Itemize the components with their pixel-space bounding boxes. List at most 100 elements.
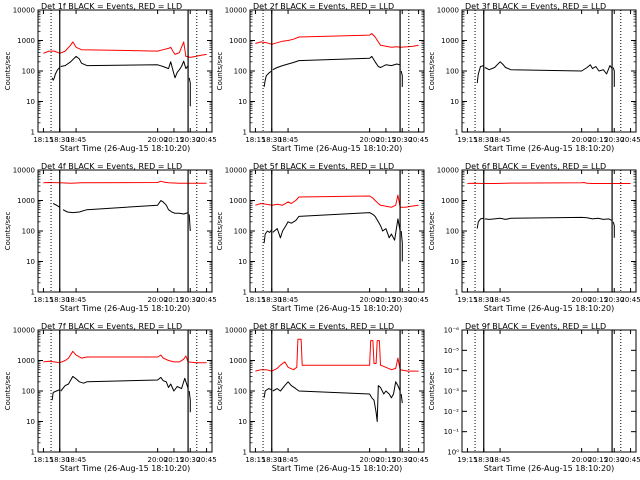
- x-tick-label: 18:45: [490, 456, 510, 464]
- series-lld-line: [43, 180, 207, 184]
- y-tick-label: 10000: [437, 7, 459, 15]
- x-tick-label: 18:30: [474, 136, 494, 144]
- chart-title: Det 1f BLACK = Events, RED = LLD: [41, 2, 182, 11]
- chart-title: Det 5f BLACK = Events, RED = LLD: [253, 162, 394, 171]
- x-tick-label: 20:00: [572, 296, 592, 304]
- y-tick-label: 100: [446, 228, 459, 236]
- x-tick-label: 20:00: [148, 296, 168, 304]
- x-tick-label: 20:45: [196, 136, 216, 144]
- plot-frame: [37, 329, 213, 453]
- y-tick-label: 100: [446, 68, 459, 76]
- x-axis-label: Start Time (26-Aug-15 18:10:20): [484, 304, 615, 313]
- series-events-line: [272, 381, 401, 422]
- chart-title: Det 8f BLACK = Events, RED = LLD: [253, 322, 394, 331]
- series-events-line: [476, 65, 484, 84]
- series-events-line: [476, 217, 484, 229]
- series-events-line: [484, 216, 613, 222]
- y-tick-label: 1000: [229, 357, 247, 365]
- y-axis-label: Counts/sec: [216, 212, 224, 251]
- x-tick-label: 18:30: [50, 296, 70, 304]
- y-tick-label: 10⁰: [447, 449, 459, 457]
- series-events-line: [272, 212, 401, 241]
- x-tick-label: 20:30: [180, 296, 200, 304]
- plot-frame: [37, 169, 213, 293]
- y-tick-label: 10: [26, 98, 35, 106]
- series-events-line: [400, 393, 403, 404]
- x-tick-label: 20:30: [604, 456, 624, 464]
- y-tick-label: 10⁻⁴: [444, 367, 460, 375]
- y-tick-label: 10000: [437, 167, 459, 175]
- x-axis-label: Start Time (26-Aug-15 18:10:20): [272, 304, 403, 313]
- chart-panel-8: Det 8f BLACK = Events, RED = LLD18:1518:…: [216, 322, 429, 473]
- x-tick-label: 20:30: [604, 296, 624, 304]
- x-tick-label: 20:45: [620, 136, 640, 144]
- chart-title: Det 3f BLACK = Events, RED = LLD: [465, 2, 606, 11]
- x-tick-label: 20:15: [164, 136, 184, 144]
- x-tick-label: 20:30: [392, 136, 412, 144]
- y-tick-label: 1000: [17, 197, 35, 205]
- x-tick-label: 18:15: [33, 296, 53, 304]
- x-tick-label: 18:30: [474, 456, 494, 464]
- chart-panel-2: Det 2f BLACK = Events, RED = LLD18:1518:…: [216, 2, 429, 153]
- series-lld-line: [43, 350, 207, 364]
- y-tick-label: 10: [238, 98, 247, 106]
- plot-frame: [249, 169, 425, 293]
- y-tick-label: 100: [22, 388, 35, 396]
- x-axis-label: Start Time (26-Aug-15 18:10:20): [484, 144, 615, 153]
- x-tick-label: 18:30: [262, 136, 282, 144]
- series-events-line: [188, 77, 191, 107]
- x-tick-label: 20:30: [392, 456, 412, 464]
- chart-panel-1: Det 1f BLACK = Events, RED = LLD18:1518:…: [4, 2, 217, 153]
- series-events-line: [51, 389, 60, 401]
- plot-frame: [461, 9, 637, 133]
- y-tick-label: 100: [234, 228, 247, 236]
- chart-panel-7: Det 7f BLACK = Events, RED = LLD18:1518:…: [4, 322, 217, 473]
- x-tick-label: 20:45: [196, 296, 216, 304]
- series-events-line: [188, 390, 191, 413]
- x-tick-label: 20:45: [196, 456, 216, 464]
- chart-panel-6: Det 6f BLACK = Events, RED = LLD19:1518:…: [428, 162, 640, 313]
- x-tick-label: 20:00: [148, 136, 168, 144]
- series-events-line: [484, 61, 613, 75]
- x-tick-label: 20:00: [148, 456, 168, 464]
- chart-title: Det 9f BLACK = Events, RED = LLD: [465, 322, 606, 331]
- chart-panel-4: Det 4f BLACK = Events, RED = LLD18:1518:…: [4, 162, 217, 313]
- plot-frame: [461, 169, 637, 293]
- x-tick-label: 20:15: [588, 136, 608, 144]
- plot-frame: [461, 329, 637, 453]
- y-tick-label: 100: [22, 228, 35, 236]
- series-events-line: [263, 70, 273, 87]
- series-lld-line: [255, 194, 419, 208]
- x-tick-label: 20:00: [572, 136, 592, 144]
- y-tick-label: 10⁻⁵: [444, 347, 460, 355]
- series-lld-line: [255, 338, 419, 372]
- x-tick-label: 20:45: [408, 136, 428, 144]
- series-events-line: [263, 388, 272, 398]
- series-lld-line: [467, 182, 631, 184]
- x-tick-label: 18:15: [245, 456, 265, 464]
- x-tick-label: 19:15: [457, 456, 477, 464]
- y-tick-label: 1: [243, 449, 247, 457]
- x-tick-label: 20:15: [164, 296, 184, 304]
- y-tick-label: 10000: [225, 7, 247, 15]
- y-axis-label: Counts/sec: [216, 372, 224, 411]
- y-tick-label: 1000: [17, 357, 35, 365]
- y-tick-label: 1: [243, 289, 247, 297]
- y-tick-label: 1: [455, 129, 459, 137]
- x-tick-label: 19:15: [457, 136, 477, 144]
- x-tick-label: 20:15: [588, 296, 608, 304]
- plot-frame: [37, 9, 213, 133]
- y-tick-label: 10⁻¹: [444, 428, 460, 436]
- y-tick-label: 10000: [13, 327, 35, 335]
- x-tick-label: 18:30: [50, 456, 70, 464]
- x-tick-label: 20:00: [360, 296, 380, 304]
- x-tick-label: 18:45: [490, 136, 510, 144]
- x-axis-label: Start Time (26-Aug-15 18:10:20): [272, 144, 403, 153]
- series-events-line: [60, 375, 189, 392]
- series-events-line: [263, 229, 273, 244]
- series-events-line: [400, 230, 403, 262]
- series-lld-line: [43, 41, 207, 58]
- series-lld-line: [255, 33, 419, 48]
- y-tick-label: 1: [31, 129, 35, 137]
- y-tick-label: 1000: [17, 37, 35, 45]
